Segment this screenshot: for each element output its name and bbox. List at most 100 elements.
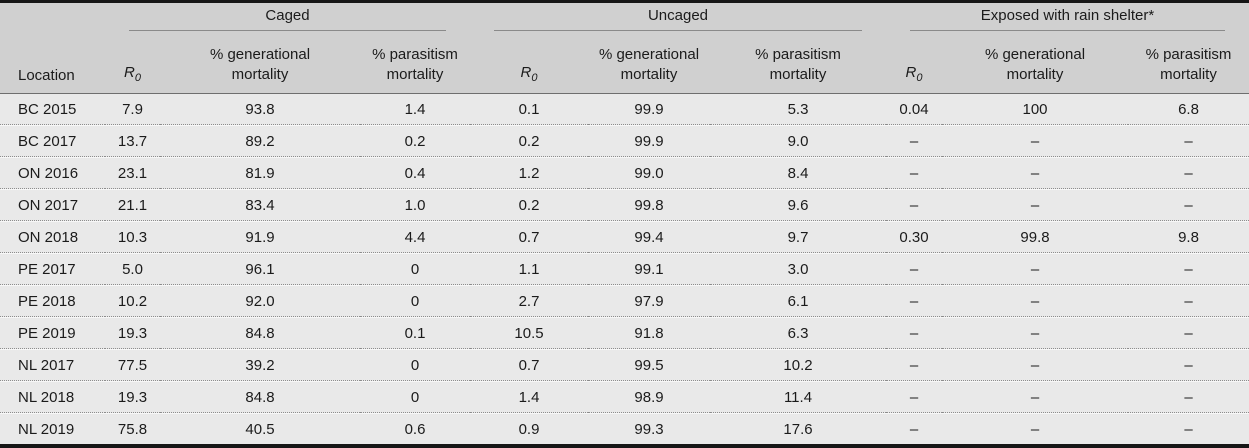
cell-exposed-r0: – bbox=[886, 253, 942, 285]
header-line: % parasitism bbox=[1145, 46, 1232, 63]
cell-uncaged-para-mortality: 6.3 bbox=[710, 317, 886, 349]
column-header-para-mortality-caged: % parasitism mortality bbox=[360, 31, 470, 94]
r0-subscript: 0 bbox=[916, 72, 923, 84]
cell-caged-para-mortality: 0 bbox=[360, 253, 470, 285]
cell-exposed-gen-mortality: 100 bbox=[942, 94, 1128, 125]
header-line: mortality bbox=[1160, 65, 1217, 83]
group-label-exposed: Exposed with rain shelter* bbox=[910, 7, 1225, 31]
cell-exposed-r0: – bbox=[886, 381, 942, 413]
cell-uncaged-para-mortality: 9.7 bbox=[710, 221, 886, 253]
mortality-data-table: Caged Uncaged Exposed with rain shelter*… bbox=[0, 3, 1249, 444]
cell-uncaged-para-mortality: 5.3 bbox=[710, 94, 886, 125]
cell-caged-para-mortality: 4.4 bbox=[360, 221, 470, 253]
cell-exposed-para-mortality: 9.8 bbox=[1128, 221, 1249, 253]
cell-uncaged-r0: 0.7 bbox=[470, 349, 588, 381]
table-row: ON 2018 10.3 91.9 4.4 0.7 99.4 9.7 0.30 99.8 9.8 bbox=[0, 221, 1249, 253]
cell-uncaged-r0: 0.2 bbox=[470, 189, 588, 221]
column-header-gen-mortality-caged: % generational mortality bbox=[160, 31, 360, 94]
column-header-r0-uncaged: R0 bbox=[470, 31, 588, 94]
cell-exposed-gen-mortality: – bbox=[942, 349, 1128, 381]
cell-exposed-gen-mortality: – bbox=[942, 381, 1128, 413]
cell-caged-r0: 7.9 bbox=[105, 94, 160, 125]
r0-symbol: R0 bbox=[905, 64, 923, 84]
cell-exposed-r0: – bbox=[886, 349, 942, 381]
header-line: mortality bbox=[231, 65, 289, 83]
group-label-caged: Caged bbox=[129, 7, 446, 31]
group-label-uncaged: Uncaged bbox=[494, 7, 862, 31]
row-location: PE 2017 bbox=[0, 253, 105, 285]
cell-exposed-para-mortality: – bbox=[1128, 381, 1249, 413]
cell-exposed-r0: – bbox=[886, 125, 942, 157]
row-location: BC 2015 bbox=[0, 94, 105, 125]
cell-caged-gen-mortality: 84.8 bbox=[160, 317, 360, 349]
cell-uncaged-r0: 10.5 bbox=[470, 317, 588, 349]
column-header-row: Location R0 % generational mortality % p… bbox=[0, 31, 1249, 94]
cell-uncaged-r0: 0.7 bbox=[470, 221, 588, 253]
cell-caged-para-mortality: 0.4 bbox=[360, 157, 470, 189]
cell-caged-gen-mortality: 91.9 bbox=[160, 221, 360, 253]
row-location: NL 2018 bbox=[0, 381, 105, 413]
cell-uncaged-r0: 1.1 bbox=[470, 253, 588, 285]
cell-exposed-para-mortality: – bbox=[1128, 285, 1249, 317]
column-header-r0-exposed: R0 bbox=[886, 31, 942, 94]
cell-uncaged-gen-mortality: 99.0 bbox=[588, 157, 710, 189]
table-row: ON 2016 23.1 81.9 0.4 1.2 99.0 8.4– – – bbox=[0, 157, 1249, 189]
table-row: BC 2017 13.7 89.2 0.2 0.2 99.9 9.0– – – bbox=[0, 125, 1249, 157]
table-row: NL 2018 19.3 84.8 0 1.4 98.9 11.4– – – bbox=[0, 381, 1249, 413]
cell-caged-gen-mortality: 92.0 bbox=[160, 285, 360, 317]
header-line: mortality bbox=[769, 65, 827, 83]
row-location: ON 2016 bbox=[0, 157, 105, 189]
table-body: BC 2015 7.9 93.8 1.4 0.1 99.9 5.3 0.04 100 6.8 BC … bbox=[0, 94, 1249, 444]
r0-subscript: 0 bbox=[531, 72, 538, 84]
cell-uncaged-gen-mortality: 99.1 bbox=[588, 253, 710, 285]
cell-exposed-gen-mortality: – bbox=[942, 253, 1128, 285]
cell-exposed-para-mortality: – bbox=[1128, 349, 1249, 381]
cell-uncaged-gen-mortality: 91.8 bbox=[588, 317, 710, 349]
cell-uncaged-gen-mortality: 99.8 bbox=[588, 189, 710, 221]
cell-caged-para-mortality: 0 bbox=[360, 381, 470, 413]
table-row: PE 2019 19.3 84.8 0.1 10.5 91.8 6.3– – – bbox=[0, 317, 1249, 349]
cell-uncaged-para-mortality: 11.4 bbox=[710, 381, 886, 413]
header-line: mortality bbox=[386, 65, 444, 83]
header-line: % parasitism bbox=[372, 46, 458, 63]
cell-exposed-r0: – bbox=[886, 317, 942, 349]
cell-uncaged-gen-mortality: 98.9 bbox=[588, 381, 710, 413]
cell-uncaged-gen-mortality: 99.5 bbox=[588, 349, 710, 381]
r0-base: R bbox=[905, 64, 917, 81]
row-location: PE 2018 bbox=[0, 285, 105, 317]
cell-caged-r0: 13.7 bbox=[105, 125, 160, 157]
column-header-gen-mortality-exposed: % generational mortality bbox=[942, 31, 1128, 94]
cell-uncaged-para-mortality: 9.6 bbox=[710, 189, 886, 221]
cell-caged-r0: 10.3 bbox=[105, 221, 160, 253]
table-row: PE 2017 5.0 96.1 0 1.1 99.1 3.0– – – bbox=[0, 253, 1249, 285]
cell-exposed-gen-mortality: 99.8 bbox=[942, 221, 1128, 253]
cell-exposed-para-mortality: 6.8 bbox=[1128, 94, 1249, 125]
cell-caged-para-mortality: 0 bbox=[360, 285, 470, 317]
row-location: NL 2017 bbox=[0, 349, 105, 381]
cell-exposed-para-mortality: – bbox=[1128, 253, 1249, 285]
cell-exposed-gen-mortality: – bbox=[942, 285, 1128, 317]
row-location: BC 2017 bbox=[0, 125, 105, 157]
group-header-spacer bbox=[0, 3, 105, 31]
group-header-row: Caged Uncaged Exposed with rain shelter* bbox=[0, 3, 1249, 31]
header-line: mortality bbox=[1006, 65, 1064, 83]
cell-caged-gen-mortality: 84.8 bbox=[160, 381, 360, 413]
cell-uncaged-gen-mortality: 99.9 bbox=[588, 125, 710, 157]
r0-subscript: 0 bbox=[134, 72, 141, 84]
group-header-caged: Caged bbox=[105, 3, 470, 31]
column-header-para-mortality-uncaged: % parasitism mortality bbox=[710, 31, 886, 94]
cell-exposed-para-mortality: – bbox=[1128, 157, 1249, 189]
cell-exposed-r0: – bbox=[886, 189, 942, 221]
cell-caged-para-mortality: 0 bbox=[360, 349, 470, 381]
group-header-exposed: Exposed with rain shelter* bbox=[886, 3, 1249, 31]
cell-exposed-r0: 0.30 bbox=[886, 221, 942, 253]
cell-exposed-r0: – bbox=[886, 157, 942, 189]
cell-caged-r0: 23.1 bbox=[105, 157, 160, 189]
cell-caged-gen-mortality: 96.1 bbox=[160, 253, 360, 285]
cell-exposed-para-mortality: – bbox=[1128, 189, 1249, 221]
header-line: % generational bbox=[984, 46, 1086, 63]
r0-symbol: R0 bbox=[124, 64, 141, 84]
table-row: NL 2017 77.5 39.2 0 0.7 99.5 10.2– – – bbox=[0, 349, 1249, 381]
cell-caged-r0: 21.1 bbox=[105, 189, 160, 221]
